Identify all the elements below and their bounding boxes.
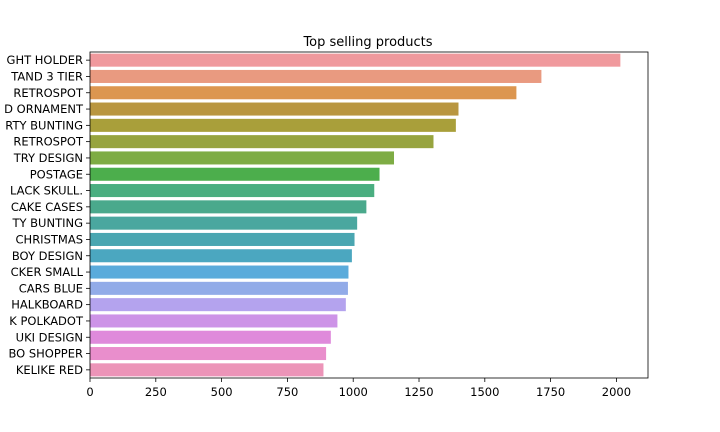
bar [90,265,349,279]
bar [90,281,348,295]
y-tick-label: UKI DESIGN [16,330,83,344]
bar [90,184,375,198]
plot-frame [89,51,649,379]
x-tick-label: 1750 [536,385,565,399]
bar [90,167,380,181]
y-tick-label: GHT HOLDER [7,53,83,67]
y-tick-label: CAKE CASES [11,200,83,214]
x-tick-label: 250 [145,385,167,399]
bar [90,314,338,328]
y-tick-label: HALKBOARD [11,298,83,312]
y-tick-label: TAND 3 TIER [10,69,83,83]
x-tick-label: 1000 [339,385,368,399]
bar [90,102,459,116]
x-tick-label: 1250 [404,385,433,399]
bar [90,298,346,312]
y-tick-label: RETROSPOT [13,86,84,100]
y-tick-label: TRY DESIGN [13,151,83,165]
bar [90,330,331,344]
bars-group [90,53,621,377]
bar [90,135,434,149]
x-tick-label: 0 [86,385,93,399]
y-tick-label: RTY BUNTING [5,118,83,132]
y-tick-label: CHRISTMAS [16,232,83,246]
y-tick-label: KELIKE RED [16,363,83,377]
y-axis-ticks: GHT HOLDER TAND 3 TIER RETROSPOT D ORNAMENT… [4,53,90,377]
x-tick-label: 1500 [470,385,499,399]
bar [90,347,327,361]
bar [90,151,395,165]
y-tick-label: K POLKADOT [9,314,84,328]
x-tick-label: 500 [211,385,233,399]
chart-title: Top selling products [302,35,432,50]
bar [90,363,324,377]
bar [90,200,367,214]
bar [90,249,352,263]
x-axis-ticks: 0 250 500 750 1000 1250 1500 1750 2000 [86,378,631,399]
x-tick-label: 2000 [602,385,631,399]
y-tick-label: CARS BLUE [19,281,83,295]
bar [90,69,542,83]
y-tick-label: BOY DESIGN [12,249,83,263]
y-tick-label: POSTAGE [30,167,83,181]
bar [90,118,456,132]
bar [90,53,621,67]
y-tick-label: D ORNAMENT [4,102,84,116]
y-tick-label: TY BUNTING [11,216,83,230]
bar [90,232,355,246]
bar [90,216,358,230]
x-tick-label: 750 [276,385,298,399]
bar [90,86,517,100]
y-tick-label: LACK SKULL. [10,184,83,198]
y-tick-label: RETROSPOT [13,135,84,149]
y-tick-label: BO SHOPPER [8,347,83,361]
y-tick-label: CKER SMALL [11,265,84,279]
